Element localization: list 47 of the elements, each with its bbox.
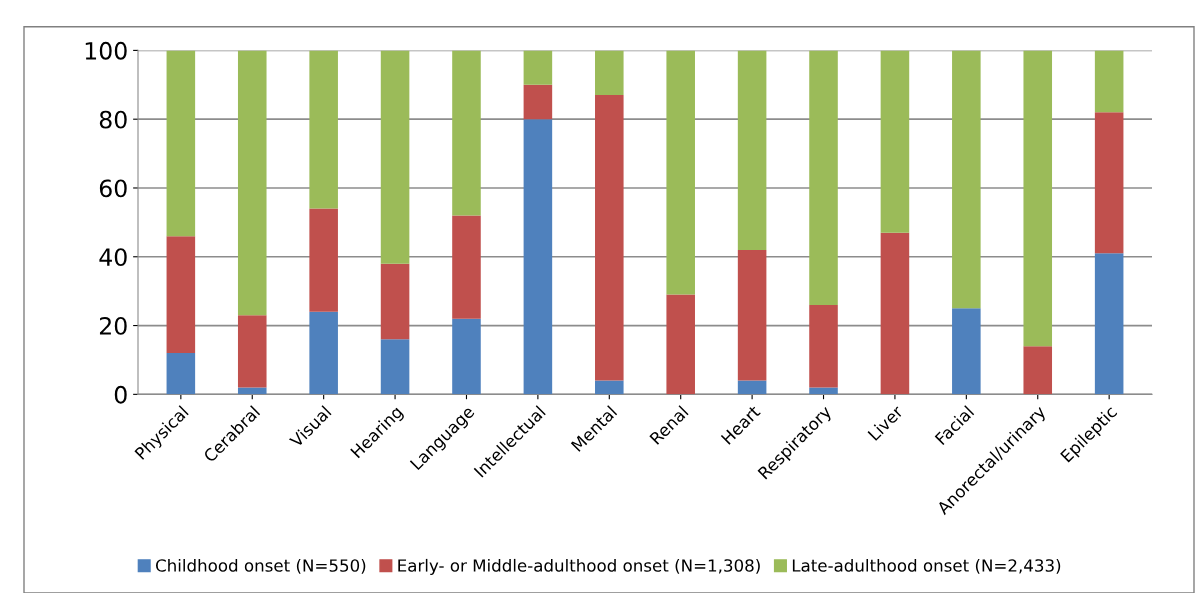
bar [595, 95, 624, 381]
bar [595, 50, 624, 96]
bar [452, 50, 481, 216]
bar [523, 119, 553, 395]
bar [309, 50, 338, 209]
bar [452, 215, 481, 319]
y-tick-label: 60 [99, 179, 127, 198]
y-tick-label: 40 [99, 248, 127, 267]
bar [666, 50, 695, 295]
bar [1094, 112, 1124, 254]
bar [380, 339, 410, 395]
bar [1023, 346, 1053, 395]
bar [523, 84, 553, 120]
bar [595, 380, 624, 395]
bar [880, 50, 910, 233]
bar [737, 249, 767, 381]
bar [737, 380, 767, 395]
bar [309, 208, 338, 312]
legend-label: Early- or Middle-adulthood onset (N=1,308) [398, 558, 760, 576]
bar [1094, 253, 1124, 395]
bar [166, 353, 196, 395]
bar [809, 387, 838, 395]
bar [237, 50, 267, 316]
bar [1094, 50, 1124, 113]
bar [166, 50, 196, 237]
bar [809, 304, 838, 388]
bar [237, 315, 267, 388]
bar [166, 236, 196, 354]
y-tick-label: 80 [99, 110, 127, 129]
y-tick-label: 20 [99, 317, 127, 335]
bar [952, 308, 981, 395]
bar [952, 50, 981, 309]
bar [523, 50, 553, 85]
y-tick-label: 0 [114, 385, 127, 404]
y-tick-label: 100 [85, 41, 127, 60]
legend-label: Childhood onset (N=550) [155, 558, 366, 574]
bar [666, 294, 695, 395]
bar [380, 263, 410, 340]
bar [880, 232, 910, 395]
bar [237, 387, 267, 395]
bar [309, 311, 338, 395]
bar [452, 318, 481, 395]
legend-label: Late-adulthood onset (N=2,433) [792, 558, 1061, 574]
bar [380, 50, 410, 264]
bar [737, 50, 767, 250]
bar [809, 50, 838, 305]
bar [1023, 50, 1053, 347]
